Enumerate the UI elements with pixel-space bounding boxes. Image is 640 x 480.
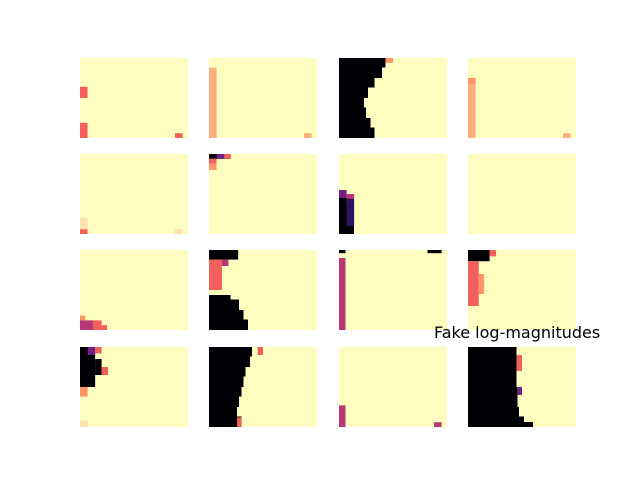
heatmap-cell-block <box>346 194 355 199</box>
heatmap-cell-block <box>80 347 96 387</box>
heatmap-cell-block <box>175 229 183 234</box>
panel-background <box>80 154 188 234</box>
heatmap-panel-r2-c3 <box>468 250 576 330</box>
heatmap-panel-r2-c0 <box>80 250 188 330</box>
panel-background <box>468 154 576 234</box>
heatmap-cell-block <box>175 133 183 138</box>
heatmap-cell-block <box>209 250 239 260</box>
heatmap-cell-block <box>209 67 217 138</box>
heatmap-cell-block <box>304 133 312 138</box>
heatmap-cell-block <box>563 133 571 138</box>
heatmap-panel-r3-c1 <box>209 347 317 427</box>
heatmap-cell-block <box>87 347 96 355</box>
heatmap-cell-block <box>237 417 242 427</box>
heatmap-cell-block <box>209 158 217 164</box>
heatmap-cell-block <box>517 387 522 395</box>
heatmap-cell-block <box>221 259 229 266</box>
heatmap-panel-r1-c0 <box>80 154 188 234</box>
heatmap-cell-block <box>80 387 88 397</box>
heatmap-cell-block <box>257 347 263 355</box>
heatmap-panel-r1-c2 <box>339 154 447 234</box>
panel-background <box>468 58 576 138</box>
heatmap-cell-block <box>80 315 86 321</box>
heatmap-cell-block <box>339 405 346 427</box>
heatmap-panel-r1-c1 <box>209 154 317 234</box>
heatmap-cell-block <box>468 78 476 138</box>
heatmap-cell-block <box>101 367 109 375</box>
heatmap-cell-block <box>80 218 88 230</box>
heatmap-cell-block <box>209 163 217 170</box>
heatmap-cell-block <box>224 154 231 159</box>
heatmap-cell-block <box>468 261 479 306</box>
heatmap-dark-region <box>209 347 253 427</box>
heatmap-cell-block <box>209 259 222 290</box>
heatmap-cell-block <box>489 250 497 257</box>
heatmap-dark-region <box>209 290 251 330</box>
heatmap-panel-r3-c2 <box>339 347 447 427</box>
heatmap-panel-r0-c3 <box>468 58 576 138</box>
panel-background <box>80 58 188 138</box>
heatmap-cell-block <box>101 325 107 330</box>
heatmap-cell-block <box>80 229 88 234</box>
panel-background <box>339 154 447 234</box>
heatmap-panel-r0-c2 <box>339 58 447 138</box>
heatmap-cell-block <box>434 422 442 427</box>
heatmap-cell-block <box>339 190 347 198</box>
heatmap-cell-block <box>216 154 225 159</box>
heatmap-cell-block <box>95 359 102 375</box>
heatmap-cell-block <box>95 347 102 354</box>
heatmap-panel-r0-c1 <box>209 58 317 138</box>
heatmap-panel-r2-c1 <box>209 250 317 330</box>
heatmap-cell-block <box>468 250 490 262</box>
panel-background <box>209 58 317 138</box>
heatmap-cell-block <box>385 58 393 63</box>
panel-background <box>339 250 447 330</box>
heatmap-cell-block <box>80 86 88 98</box>
heatmap-cell-block <box>92 320 102 330</box>
heatmap-cell-block <box>80 320 93 330</box>
heatmap-cell-block <box>478 274 485 294</box>
heatmap-cell-block <box>346 198 355 226</box>
heatmap-cell-block <box>339 258 346 330</box>
heatmap-panel-r0-c0 <box>80 58 188 138</box>
heatmap-cell-block <box>80 420 88 427</box>
heatmap-cell-block <box>516 355 522 371</box>
heatmap-panel-r1-c3 <box>468 154 576 234</box>
heatmap-cell-block <box>427 250 442 254</box>
heatmap-dark-region <box>339 58 386 138</box>
heatmap-panel-r3-c0 <box>80 347 188 427</box>
heatmap-panel-r2-c2 <box>339 250 447 330</box>
figure-annotation: Fake log-magnitudes <box>434 323 601 342</box>
heatmap-cell-block <box>468 78 476 84</box>
heatmap-panel-r3-c3 <box>468 347 576 427</box>
heatmap-cell-block <box>339 250 346 254</box>
panel-background <box>339 347 447 427</box>
heatmap-cell-block <box>80 122 88 138</box>
panel-background <box>209 154 317 234</box>
panel-background <box>468 250 576 330</box>
panel-background <box>80 250 188 330</box>
